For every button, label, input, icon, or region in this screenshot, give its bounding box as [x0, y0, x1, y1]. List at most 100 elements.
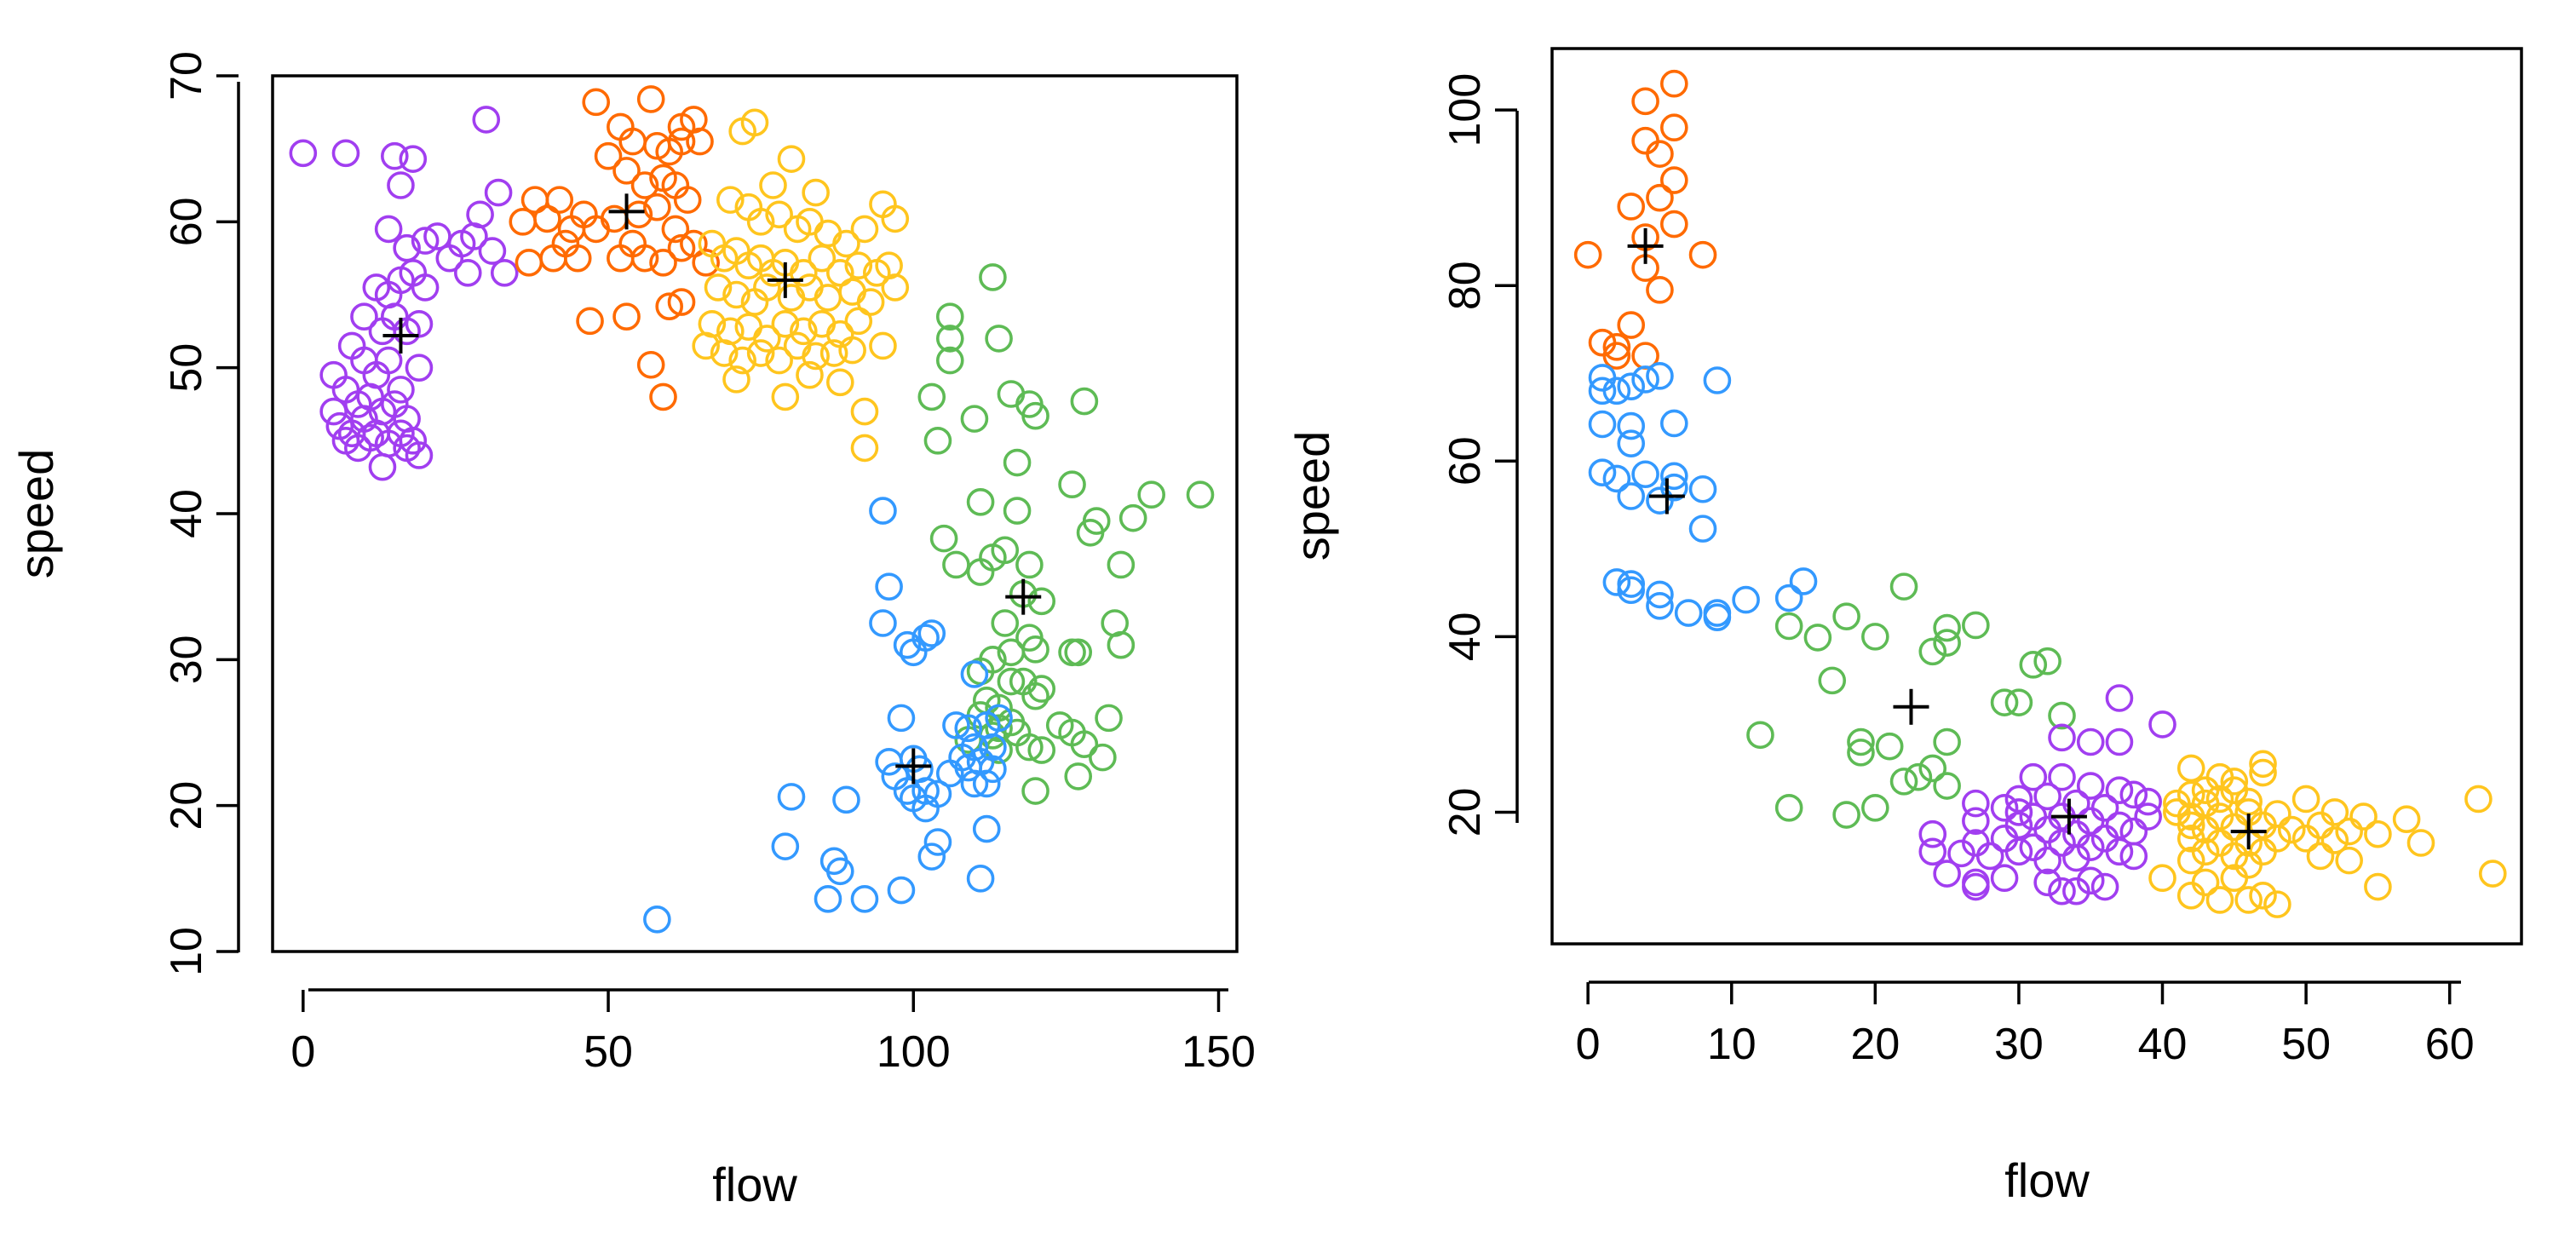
data-point-cluster-2	[636, 85, 665, 113]
data-point-cluster-4	[985, 714, 1013, 743]
data-point-cluster-2	[667, 288, 696, 316]
data-point-cluster-5	[917, 619, 946, 647]
data-point-cluster-5	[2364, 872, 2392, 901]
data-point-cluster-4	[2062, 877, 2090, 906]
plot-frame	[1550, 47, 2523, 946]
data-point-cluster-1	[356, 423, 384, 452]
data-point-cluster-5	[923, 828, 952, 856]
data-point-cluster-2	[563, 244, 592, 273]
data-point-cluster-5	[832, 785, 860, 814]
data-point-cluster-4	[1107, 550, 1136, 579]
centroid-marker	[382, 317, 419, 354]
data-point-cluster-3	[790, 317, 818, 346]
data-point-cluster-5	[2176, 780, 2205, 809]
data-point-cluster-3	[777, 145, 806, 173]
data-point-cluster-4	[1058, 470, 1086, 499]
data-point-cluster-4	[1015, 733, 1044, 762]
data-point-cluster-1	[380, 141, 409, 170]
data-point-cluster-3	[746, 208, 775, 236]
data-point-cluster-4	[923, 427, 952, 455]
data-point-cluster-3	[1933, 772, 1961, 800]
data-point-cluster-3	[2048, 701, 2076, 730]
data-point-cluster-2	[1617, 429, 1646, 457]
data-point-cluster-5	[2176, 882, 2205, 910]
data-point-cluster-3	[1962, 611, 1990, 640]
data-point-cluster-4	[2090, 872, 2119, 901]
data-point-cluster-1	[1602, 342, 1631, 370]
data-point-cluster-4	[2019, 762, 2048, 791]
x-axis-label: flow	[2004, 1153, 2090, 1207]
data-point-cluster-2	[1617, 576, 1646, 605]
data-point-cluster-1	[411, 273, 440, 302]
data-point-cluster-3	[777, 284, 806, 312]
data-point-cluster-1	[1646, 183, 1674, 212]
data-point-cluster-3	[856, 288, 885, 316]
data-point-cluster-4	[1021, 635, 1049, 664]
data-point-cluster-5	[2176, 846, 2205, 875]
data-point-cluster-3	[790, 258, 818, 287]
data-point-cluster-3	[802, 342, 830, 371]
data-point-cluster-3	[746, 339, 775, 367]
x-axis-label: flow	[712, 1158, 797, 1211]
data-point-cluster-1	[1602, 333, 1631, 361]
y-tick-label: 20	[1440, 788, 1490, 837]
data-point-cluster-5	[2176, 811, 2205, 840]
data-point-cluster-3	[819, 339, 848, 367]
data-point-cluster-1	[484, 178, 513, 207]
data-point-cluster-3	[1861, 793, 1889, 822]
data-point-cluster-3	[844, 307, 873, 336]
data-point-cluster-5	[875, 572, 903, 601]
data-point-cluster-3	[802, 178, 830, 207]
data-point-cluster-2	[667, 127, 696, 156]
data-point-cluster-2	[515, 249, 543, 277]
data-point-cluster-5	[2335, 846, 2363, 875]
data-point-cluster-5	[966, 865, 995, 893]
data-point-cluster-3	[753, 273, 781, 302]
data-point-cluster-4	[997, 667, 1026, 696]
data-point-cluster-4	[2048, 877, 2076, 906]
data-point-cluster-4	[2033, 782, 2061, 811]
data-point-cluster-4	[1089, 743, 1117, 772]
data-point-cluster-3	[881, 273, 910, 302]
data-point-cluster-3	[869, 331, 897, 360]
data-point-cluster-3	[1933, 613, 1961, 642]
data-point-cluster-2	[1732, 585, 1760, 614]
data-point-cluster-4	[966, 558, 995, 586]
data-point-cluster-2	[1602, 377, 1631, 405]
data-point-cluster-3	[850, 397, 879, 426]
data-point-cluster-2	[1703, 603, 1732, 631]
data-point-cluster-4	[1962, 807, 1990, 836]
data-point-cluster-5	[985, 704, 1013, 733]
plot-frame	[271, 74, 1239, 953]
data-point-cluster-5	[893, 630, 922, 659]
data-point-cluster-5	[2263, 890, 2291, 918]
data-point-cluster-4	[2076, 866, 2105, 895]
data-point-cluster-5	[942, 711, 970, 739]
data-point-cluster-1	[1646, 276, 1674, 304]
data-point-cluster-5	[2464, 785, 2493, 814]
data-point-cluster-2	[1588, 377, 1617, 405]
data-point-cluster-3	[826, 258, 854, 287]
data-point-cluster-4	[1962, 868, 1990, 897]
y-tick-label: 10	[162, 927, 211, 976]
data-point-cluster-3	[1933, 727, 1961, 756]
data-point-cluster-2	[1674, 599, 1703, 627]
data-point-cluster-2	[1646, 362, 1674, 390]
y-axis-ticks: 10 20 30 40 50 60 70	[162, 51, 239, 976]
data-point-cluster-3	[1904, 762, 1933, 791]
data-point-cluster-1	[374, 346, 403, 375]
data-point-cluster-2	[667, 112, 696, 141]
data-point-cluster-5	[850, 885, 879, 913]
data-point-cluster-4	[917, 382, 946, 411]
data-point-cluster-2	[1646, 591, 1674, 620]
data-point-cluster-2	[1646, 486, 1674, 515]
data-point-cluster-3	[783, 331, 812, 360]
data-point-cluster-2	[545, 186, 574, 214]
data-point-cluster-5	[826, 857, 854, 886]
data-point-cluster-2	[1688, 474, 1717, 503]
data-point-cluster-2	[533, 204, 561, 233]
data-point-cluster-4	[1975, 842, 2004, 871]
y-axis-label: speed	[9, 449, 63, 579]
data-point-cluster-1	[478, 237, 507, 265]
data-point-cluster-4	[2105, 776, 2134, 804]
